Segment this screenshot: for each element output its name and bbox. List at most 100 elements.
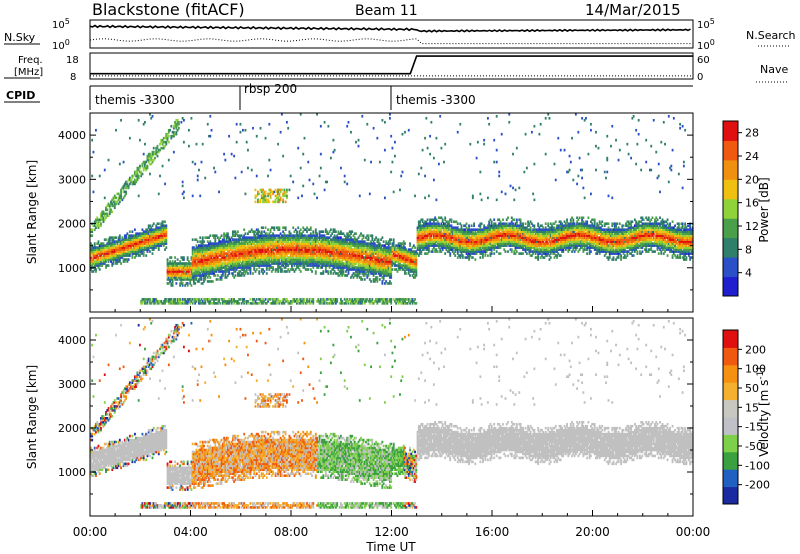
power-cell — [152, 146, 155, 150]
power-cell — [195, 270, 198, 273]
power-cell — [157, 192, 160, 196]
power-cell — [254, 188, 257, 192]
power-cell — [170, 270, 173, 273]
power-cell — [155, 150, 158, 154]
power-cell — [142, 232, 145, 235]
power-cell — [199, 274, 202, 277]
power-cell — [144, 166, 146, 170]
power-cell — [165, 136, 168, 140]
power-cell — [193, 260, 195, 263]
power-cell — [97, 240, 100, 243]
power-cell — [199, 260, 202, 263]
power-cell — [156, 300, 159, 303]
power-cell — [383, 148, 386, 152]
power-cell — [174, 132, 177, 136]
power-cell — [113, 252, 116, 255]
power-cell — [198, 268, 200, 271]
power-cell — [166, 272, 169, 275]
date-title: 14/Mar/2015 — [585, 1, 681, 19]
power-cell — [146, 298, 149, 301]
power-cell — [302, 184, 305, 188]
power-cell — [191, 272, 194, 275]
power-cell — [220, 276, 223, 279]
power-cell — [141, 238, 144, 241]
power-cell — [105, 238, 107, 241]
power-cell — [171, 262, 174, 265]
power-cell — [107, 202, 110, 206]
power-cell — [311, 270, 313, 273]
power-cell — [198, 250, 200, 253]
power-cell — [201, 244, 204, 247]
power-cell — [149, 244, 151, 247]
power-cell — [174, 274, 177, 277]
power-cell — [247, 148, 249, 152]
power-cell — [150, 234, 153, 237]
power-cell — [214, 246, 217, 249]
power-cell — [169, 280, 171, 283]
power-cell — [195, 274, 198, 277]
power-cell — [123, 182, 126, 186]
power-cell — [169, 266, 171, 269]
power-cell — [193, 280, 195, 283]
power-cell — [219, 244, 222, 247]
power-cell — [135, 170, 138, 174]
power-cell — [186, 264, 189, 267]
power-cell — [268, 122, 271, 126]
power-cell — [218, 248, 220, 251]
power-cell — [105, 244, 107, 247]
power-cell — [118, 254, 121, 257]
power-cell — [121, 240, 124, 243]
power-cell — [106, 264, 109, 267]
power-cell — [156, 146, 159, 150]
power-cell — [136, 246, 139, 249]
power-cell — [193, 248, 195, 251]
power-cell — [108, 256, 111, 259]
power-cell — [97, 222, 100, 226]
power-cell — [204, 266, 207, 269]
power-cell — [175, 272, 178, 275]
power-cell — [221, 244, 224, 247]
power-cell — [381, 118, 384, 122]
power-cell — [216, 264, 219, 267]
power-cell — [156, 238, 159, 241]
power-cell — [146, 164, 149, 168]
power-cell — [211, 258, 214, 261]
power-cell — [200, 260, 203, 263]
power-cell — [146, 244, 149, 247]
power-cell — [211, 268, 214, 271]
power-cell — [110, 236, 112, 239]
power-cell — [195, 238, 198, 241]
power-cell — [181, 116, 184, 120]
power-cell — [225, 246, 228, 249]
power-cell — [101, 246, 104, 249]
power-cell — [98, 258, 101, 261]
power-cell — [112, 240, 115, 243]
power-cell — [106, 250, 109, 253]
power-cell — [112, 200, 115, 204]
freq-panel-frame — [89, 52, 694, 80]
power-cell — [136, 242, 139, 245]
power-cell — [112, 250, 115, 253]
power-cell — [208, 248, 210, 251]
power-cell — [209, 234, 212, 237]
power-cell — [141, 242, 144, 245]
power-cell — [165, 242, 168, 245]
power-cell — [201, 242, 204, 245]
power-cell — [130, 178, 133, 182]
power-cell — [219, 278, 222, 281]
power-cell — [213, 298, 215, 301]
power-cell — [145, 168, 148, 172]
power-cell — [128, 250, 131, 253]
power-cell — [101, 212, 104, 216]
power-cell — [92, 224, 95, 228]
power-cell — [226, 240, 229, 243]
power-cell — [121, 236, 124, 239]
power-cell — [164, 232, 166, 235]
power-cell — [164, 144, 166, 148]
power-cell — [407, 128, 410, 132]
power-cell — [211, 280, 214, 283]
power-cell — [220, 246, 223, 249]
power-cell — [297, 226, 300, 230]
power-cell — [225, 232, 228, 235]
power-cell — [284, 226, 287, 230]
